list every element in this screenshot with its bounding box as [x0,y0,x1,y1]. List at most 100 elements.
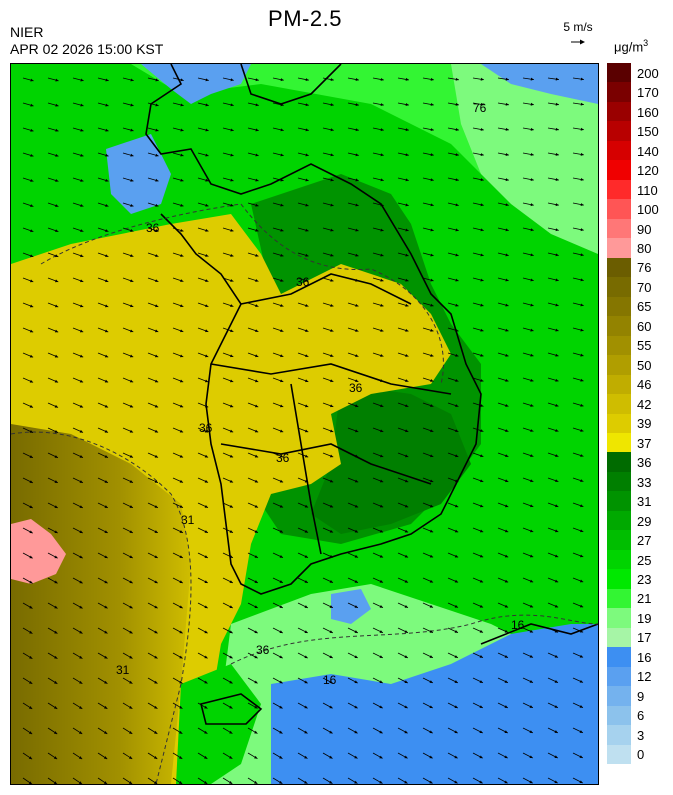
wind-vector-arrowhead-icon [78,705,83,709]
wind-vector-arrowhead-icon [154,605,158,609]
contour-label: 16 [323,673,337,687]
wind-vector-arrowhead-icon [454,655,458,658]
wind-vector-arrowhead-icon [479,730,483,734]
wind-vector-arrowhead-icon [154,555,158,558]
wind-vector-arrowhead-icon [254,630,258,634]
admin-boundary-1 [240,273,412,305]
contour-layer [11,203,598,784]
wind-vector-arrowhead-icon [254,404,259,408]
wind-vector-arrowhead-icon [380,203,384,207]
legend-label: 3 [637,727,645,743]
wind-vector-arrowhead-icon [479,479,484,483]
wind-vector-arrowhead-icon [480,203,484,207]
wind-vector-arrowhead-icon [480,404,484,407]
wind-vector-arrowhead-icon [405,354,409,357]
wind-vector-arrowhead-icon [230,203,234,207]
wind-vector-arrowhead-icon [179,404,184,408]
wind-vector-arrowhead-icon [554,730,558,733]
wind-vector-arrowhead-icon [480,429,484,432]
legend-swatch [607,627,631,648]
wind-vector-arrowhead-icon [505,203,509,207]
wind-vector-arrowhead-icon [555,178,559,181]
wind-vector-arrowhead-icon [579,780,583,784]
wind-vector-arrowhead-icon [404,755,408,759]
wind-vector-arrowhead-icon [54,404,59,408]
wind-vector-arrowhead-icon [279,630,283,634]
legend-label: 55 [637,338,652,354]
pm25-concentration-map[interactable]: 76 36 36 36 36 36 36 31 31 16 16 [10,63,599,785]
wind-vector-arrowhead-icon [480,328,484,332]
wind-vector-arrowhead-icon [255,354,259,358]
wind-vector-arrowhead-icon [380,128,384,132]
wind-vector-arrowhead-icon [529,504,534,508]
wind-vector-arrowhead-icon [554,654,559,658]
wind-vector-arrowhead-icon [230,153,234,157]
wind-vector-arrowhead-icon [354,504,359,508]
wind-vector-arrowhead-icon [529,529,534,533]
admin-boundary-2 [210,363,452,395]
wind-vector-arrowhead-icon [105,103,109,107]
legend-swatch [607,63,631,83]
wind-vector-arrowhead-icon [104,630,108,634]
wind-vector-arrowhead-icon [153,756,158,759]
wind-vector-arrowhead-icon [479,780,483,784]
wind-vector-arrowhead-icon [128,756,133,759]
wind-vector-arrowhead-icon [580,127,584,131]
wind-vector-arrowhead-icon [304,680,308,684]
wind-vector-arrowhead-icon [479,504,484,508]
wind-vector-arrowhead-icon [480,153,484,157]
wind-vector-arrowhead-icon [254,504,259,508]
wind-vector-arrowhead-icon [429,680,433,683]
wind-vector-arrowhead-icon [105,178,109,182]
wind-vector-arrowhead-icon [230,103,234,107]
contour-label: 36 [256,643,270,657]
wind-vector-arrowhead-icon [329,630,333,633]
wind-vector-arrowhead-icon [155,103,159,107]
coastline-korea [145,64,482,595]
contour-label: 16 [511,618,525,632]
wind-vector-arrowhead-icon [29,404,34,408]
wind-vector-arrowhead-icon [104,404,109,408]
wind-vector-arrowhead-icon [79,605,83,609]
legend-label: 90 [637,221,652,237]
legend-label: 76 [637,260,652,276]
wind-vector-arrowhead-icon [78,731,83,734]
wind-vector-arrowhead-icon [479,655,483,658]
wind-vector-arrowhead-icon [104,530,108,533]
wind-vector-arrowhead-icon [530,253,534,257]
wind-vector-arrowhead-icon [180,103,184,107]
wind-vector-arrowhead-icon [179,329,184,333]
wind-vector-arrowhead-icon [255,228,259,232]
wind-vector-arrowhead-icon [530,403,534,407]
wind-vector-arrowhead-icon [255,279,259,282]
wind-vector-arrowhead-icon [304,454,309,458]
wind-vector-arrowhead-icon [530,228,534,232]
wind-vector-arrowhead-icon [179,605,183,609]
wind-vector-arrowhead-icon [54,680,58,684]
wind-vector-arrowhead-icon [230,279,234,282]
wind-vector-arrowhead-icon [229,680,233,684]
legend-swatch [607,277,631,298]
wind-vector-arrowhead-icon [505,479,509,483]
wind-vector-arrowhead-icon [555,203,559,207]
wind-vector-arrowhead-icon [255,253,259,257]
wind-vector-arrowhead-icon [130,128,134,132]
wind-vector-arrowhead-icon [505,454,509,458]
wind-vector-arrowhead-icon [379,730,383,734]
wind-vector-arrowhead-icon [455,278,459,282]
wind-vector-arrowhead-icon [103,756,108,759]
wind-vector-arrowhead-icon [380,103,384,107]
wind-vector-arrowhead-icon [155,229,159,232]
wind-vector-arrowhead-icon [54,379,59,383]
wind-vector-arrowhead-icon [204,680,208,684]
wind-vector-arrowhead-icon [79,580,83,584]
wind-vector-arrowhead-icon [330,228,334,232]
wind-vector-arrowhead-icon [279,555,283,558]
contour-label-layer: 76 36 36 36 36 36 36 31 31 16 16 [116,101,525,687]
wind-vector-arrowhead-icon [479,529,484,533]
wind-vector-arrowhead-icon [230,304,234,307]
wind-vector-arrowhead-icon [405,77,409,81]
wind-vector-arrowhead-icon [254,780,258,784]
wind-vector-arrowhead-icon [354,479,359,483]
wind-vector-arrowhead-icon [380,278,384,282]
